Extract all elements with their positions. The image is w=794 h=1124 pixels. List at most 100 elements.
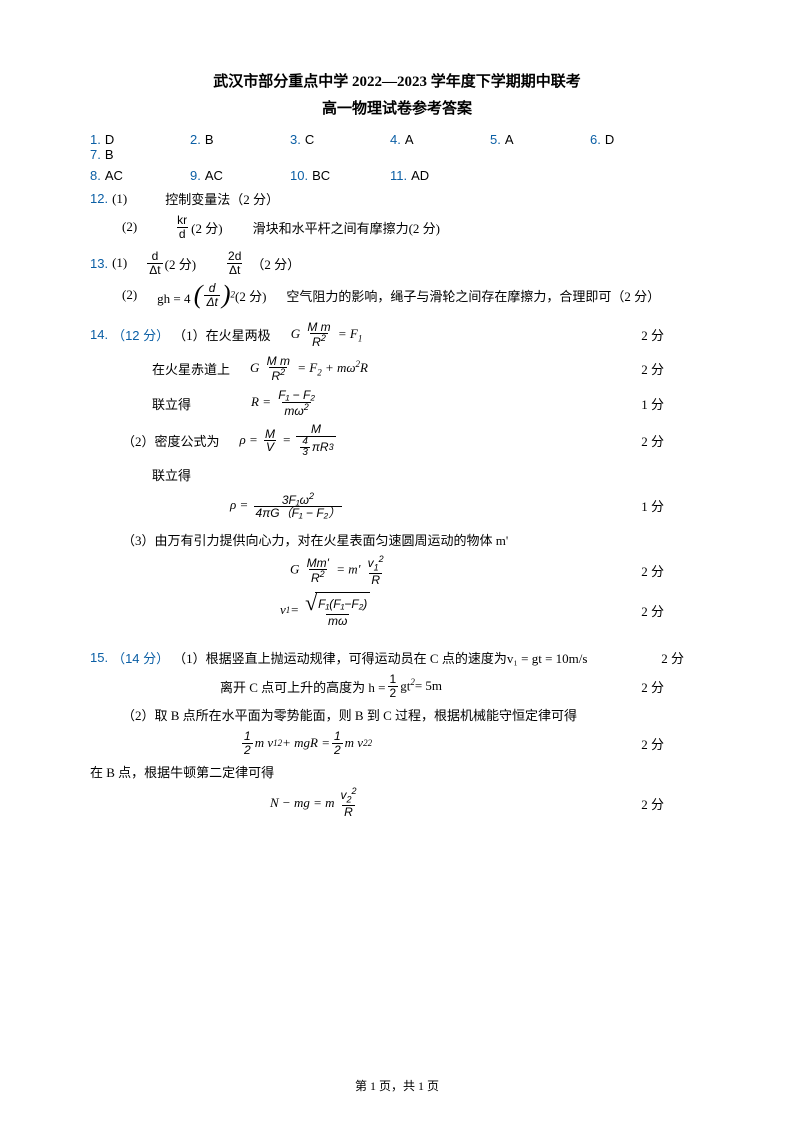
q15-eq9-lhs: N − mg = m [270, 795, 335, 811]
q14-eq5-numexp: 2 [309, 491, 314, 501]
q14-eq5: ρ = 3F₁ω2 4πG（F₁ − F₂） [230, 492, 344, 520]
q3: 3. C [290, 132, 362, 147]
q13-p2-pre: gh = 4 [157, 291, 190, 306]
q15-eq9-exp: 2 [352, 786, 357, 796]
q14-eq4a-den: V [264, 440, 276, 454]
q14-eq7-row: v1 = √F₁(F₁−F₂) mω 2 分 [90, 592, 704, 628]
q15-eq8: 12 m v12 + mgR = 12 m v22 [240, 730, 372, 756]
q14-pts2: 2 分 [641, 359, 704, 378]
q3-ans: C [305, 132, 314, 147]
q14-eq7-sqnum: F₁(F₁−F₂) [315, 592, 370, 614]
q13-p2-eq: gh = 4 ( d Δt )2 [157, 282, 235, 308]
q14-p1b-text: 在火星赤道上 [152, 359, 230, 378]
q8-num: 8. [90, 168, 101, 183]
q14-eq4b-dden: 3 [300, 447, 310, 459]
q2-num: 2. [190, 132, 201, 147]
q14-eq2-lhs: G [250, 360, 259, 375]
q15-eq8b-mid: m v [345, 735, 363, 751]
q15-eq8-row: 12 m v12 + mgR = 12 m v22 2 分 [90, 730, 704, 756]
q14-eq4a: ρ = [240, 432, 258, 447]
q12-2: (2) kr d (2 分) 滑块和水平杆之间有摩擦力(2 分) [122, 214, 704, 240]
q9: 9. AC [190, 168, 262, 183]
q14-eq6a: G [290, 562, 299, 577]
q14-pts4: 2 分 [641, 431, 704, 450]
q15-total: （14 分） [112, 648, 169, 667]
q14-eq7-eq: = [290, 602, 299, 618]
q13-p2-text: 空气阻力的影响，绳子与滑轮之间存在摩擦力，合理即可（2 分） [286, 286, 660, 305]
q14-total: （12 分） [112, 325, 169, 344]
q14-eq1-rhs: = F [338, 326, 358, 341]
q15-p1b-tail: gt [400, 679, 410, 694]
q14-eq4b-exp: 3 [329, 443, 334, 452]
q14-eq3-lhs: R = [251, 394, 271, 409]
q13-f1-den: Δt [147, 263, 162, 277]
q14-eq2-denexp: 2 [280, 367, 285, 377]
q14-p1-text: 在火星两极 [206, 325, 271, 344]
q13-num: 13. [90, 256, 108, 271]
q13-p1-label: (1) [112, 255, 127, 271]
q15-p1b-eq: = 5m [415, 678, 442, 694]
q7: 7.B [90, 147, 142, 162]
q8: 8.AC [90, 168, 162, 183]
q13-p2-label: (2) [122, 287, 137, 303]
q14-eq2-den: R [271, 369, 280, 383]
q14-eq6a-denexp: 2 [320, 569, 325, 579]
q4: 4.A [390, 132, 462, 147]
q12-p2-frac: kr d [175, 214, 189, 240]
q10-num: 10. [290, 168, 308, 183]
q11-num: 11. [390, 168, 407, 183]
q15-2b: 在 B 点，根据牛顿第二定律可得 [90, 762, 704, 781]
q14-eq1-lhs: G [291, 326, 300, 341]
q12-p2-label: (2) [122, 219, 137, 235]
q14-eq2-tail: + mω [325, 360, 356, 375]
page: 武汉市部分重点中学 2022—2023 学年度下学期期中联考 高一物理试卷参考答… [0, 0, 794, 1124]
q14-eq2: G M mR2 = F2 + mω2R [250, 355, 368, 383]
q14-eq6a-den: R [311, 571, 320, 585]
q14-eq1: G M mR2 = F1 [291, 321, 363, 349]
q4-ans: A [405, 132, 414, 147]
q14-1: 14. （12 分） （1） 在火星两极 G M mR2 = F1 2 分 [90, 321, 704, 349]
q14-eq5-den: 4πG（F₁ − F₂） [254, 506, 343, 520]
q12-p1-text: 控制变量法（2 分） [165, 189, 279, 208]
q14-eq6: G Mm'R2 = m' v12R [290, 555, 388, 586]
q1-num: 1. [90, 132, 101, 147]
q6-ans: D [605, 132, 614, 147]
q14-3: （3） 由万有引力提供向心力，对在火星表面匀速圆周运动的物体 m' [122, 530, 704, 549]
q3-num: 3. [290, 132, 301, 147]
q13-f2-pts: （2 分） [251, 254, 300, 273]
q15-pts9: 2 分 [641, 794, 704, 813]
q15-pts8: 2 分 [641, 734, 704, 753]
q13-p2-den: Δt [204, 295, 219, 309]
q10-ans: BC [312, 168, 330, 183]
q13-1: 13. (1) d Δt (2 分) 2d Δt （2 分） [90, 250, 704, 276]
q14-p2b-text: 联立得 [152, 465, 191, 484]
q15-2: （2） 取 B 点所在水平面为零势能面，则 B 到 C 过程，根据机械能守恒定律… [122, 705, 704, 724]
q14-eq6b: = m' [336, 562, 360, 577]
q14-eq5-lhs: ρ = [230, 497, 248, 512]
q15-eq9: N − mg = m v22R [270, 787, 361, 818]
page-footer: 第 1 页，共 1 页 [0, 1077, 794, 1094]
subtitle: 高一物理试卷参考答案 [90, 97, 704, 118]
q14-eq6b-numexp: 2 [379, 554, 384, 564]
q14-eq3-num: F₁ − F₂ [276, 389, 317, 402]
answers-row-2: 8.AC 9.AC 10.BC 11.AD [90, 168, 704, 183]
q14-eq2-num: M m [265, 355, 292, 368]
q9-ans: AC [205, 168, 223, 183]
q14-eq3: R = F₁ − F₂mω2 [251, 389, 319, 417]
q12-1: 12. (1) 控制变量法（2 分） [90, 189, 704, 208]
q14-eq5-num: 3F₁ω [282, 493, 309, 507]
q12-p2-pts: (2 分) [191, 218, 222, 237]
q1: 1.D [90, 132, 162, 147]
q9-num: 9. [190, 168, 201, 183]
q15-p2b-text: 在 B 点，根据牛顿第二定律可得 [90, 762, 274, 781]
q14-p1-label: （1） [173, 325, 206, 344]
q15-1: 15. （14 分） （1） 根据竖直上抛运动规律，可得运动员在 C 点的速度为… [90, 648, 704, 667]
q14-eq4b-tail: πR [312, 441, 329, 454]
q15-p2-text: 取 B 点所在水平面为零势能面，则 B 到 C 过程，根据机械能守恒定律可得 [155, 705, 578, 724]
q15-eq8a-mid: m v [255, 735, 273, 751]
q15-p1-label: （1） [173, 648, 206, 667]
q15-p1b-den: 2 [388, 686, 399, 700]
q14-eq1-denexp: 2 [321, 333, 326, 343]
q5: 5.A [490, 132, 562, 147]
q7-ans: B [105, 147, 114, 162]
